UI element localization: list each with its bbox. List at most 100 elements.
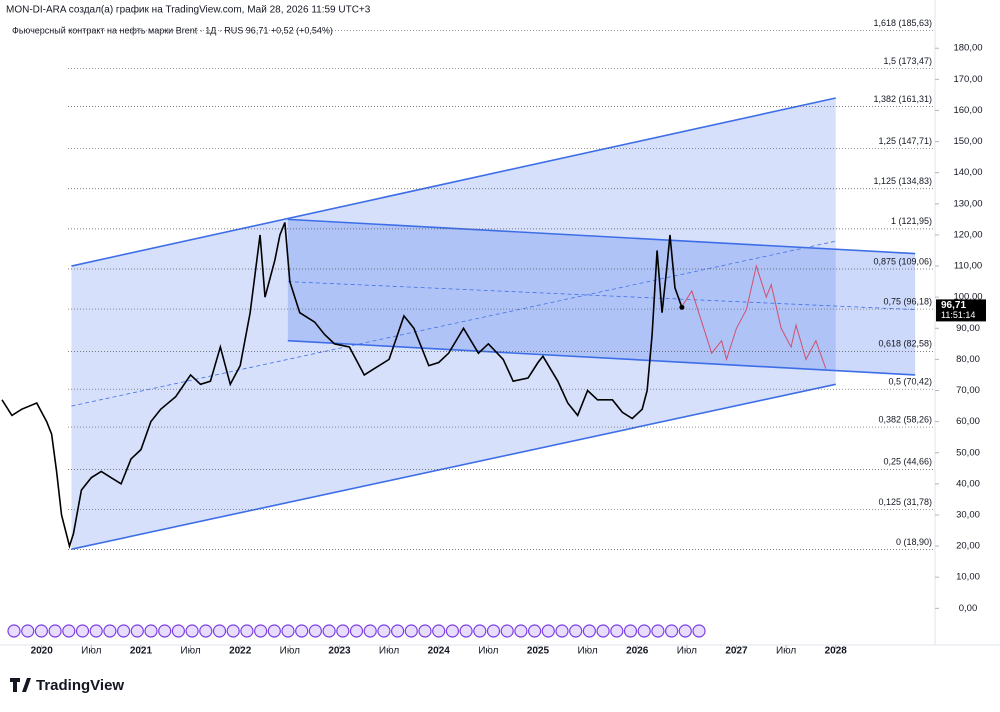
fib-label: 1,5 (173,47)	[883, 56, 932, 66]
channel-fill	[287, 219, 916, 375]
fib-label: 0 (18,90)	[896, 537, 932, 547]
icon	[514, 624, 528, 638]
x-tick-label: Июл	[81, 646, 101, 657]
icon	[171, 624, 185, 638]
channel-lower	[71, 383, 836, 550]
icon	[678, 624, 692, 638]
icon	[418, 624, 432, 638]
fib-label: 0,75 (96,18)	[883, 296, 932, 306]
icon	[62, 624, 76, 638]
icon	[336, 624, 350, 638]
fib-label: 0,25 (44,66)	[883, 457, 932, 467]
icon	[527, 624, 542, 638]
icon	[445, 624, 459, 638]
fib-label: 0,382 (58,26)	[878, 414, 932, 424]
icon	[240, 624, 254, 638]
channel-mid	[71, 240, 836, 407]
x-tick-label: Июл	[577, 646, 597, 657]
icon	[610, 624, 624, 638]
channel-lower	[287, 339, 916, 376]
channel-fill	[71, 98, 836, 550]
icon	[48, 624, 62, 638]
icon	[75, 624, 90, 638]
x-tick-label: Июл	[677, 646, 697, 657]
last-point	[679, 304, 685, 310]
fib-label: 1,382 (161,31)	[873, 94, 932, 104]
y-tick-label: 60,00	[956, 416, 980, 427]
icon	[7, 624, 21, 638]
y-tick-label: 90,00	[956, 323, 980, 334]
icon	[582, 624, 597, 638]
icon	[34, 624, 49, 638]
y-tick-label: 70,00	[956, 385, 980, 396]
icon	[295, 624, 309, 638]
channel-upper	[287, 218, 916, 255]
y-tick-label: 50,00	[956, 447, 980, 458]
icon	[404, 624, 418, 638]
icon	[500, 624, 514, 638]
y-tick-label: 170,00	[953, 74, 982, 85]
fib-label: 0,125 (31,78)	[878, 497, 932, 507]
icon	[116, 624, 131, 638]
y-tick-label: 20,00	[956, 541, 980, 552]
icon	[130, 624, 144, 638]
icon	[267, 624, 281, 638]
y-tick-label: 160,00	[953, 105, 982, 116]
y-tick-label: 130,00	[953, 198, 982, 209]
x-tick-label: Июл	[180, 646, 200, 657]
x-tick-label: Июл	[478, 646, 498, 657]
x-tick-label: Июл	[280, 646, 300, 657]
icon	[363, 624, 377, 638]
fib-label: 1,125 (134,83)	[873, 176, 932, 186]
channel-upper	[71, 97, 836, 267]
logo-text: TradingView	[36, 677, 124, 694]
x-tick-label: 2021	[130, 646, 153, 657]
price-line	[1, 222, 683, 549]
icon	[473, 624, 487, 638]
x-tick-label: 2023	[328, 646, 351, 657]
icon	[254, 624, 268, 638]
x-tick-label: 2025	[527, 646, 550, 657]
x-tick-label: 2022	[229, 646, 252, 657]
icon	[555, 624, 569, 638]
logo: TradingView	[10, 677, 124, 694]
icon	[226, 624, 240, 638]
icon	[569, 624, 583, 638]
icon	[541, 624, 555, 638]
icon	[308, 624, 322, 638]
icon	[199, 624, 213, 638]
price-tag-time: 11:51:14	[941, 310, 975, 320]
x-tick-label: 2028	[825, 646, 848, 657]
y-tick-label: 80,00	[956, 354, 980, 365]
icon	[185, 624, 199, 638]
y-tick-label: 0,00	[959, 603, 978, 614]
icon	[349, 624, 364, 638]
icon	[637, 624, 651, 638]
x-tick-label: Июл	[379, 646, 399, 657]
fib-label: 0,875 (109,06)	[873, 256, 932, 266]
icon	[89, 624, 103, 638]
y-tick-label: 140,00	[953, 167, 982, 178]
price-line	[681, 264, 827, 369]
price-tag	[936, 299, 986, 322]
icon	[623, 624, 638, 638]
fib-label: 1 (121,95)	[891, 216, 932, 226]
x-tick-label: 2024	[428, 646, 451, 657]
x-tick-label: 2026	[626, 646, 649, 657]
icon	[432, 624, 446, 638]
chart-title: Фьючерсный контракт на нефть марки Brent…	[12, 25, 333, 35]
icon	[212, 624, 227, 638]
icon	[377, 624, 391, 638]
icon	[103, 624, 117, 638]
y-tick-label: 100,00	[953, 292, 982, 303]
icon	[144, 624, 158, 638]
fib-label: 1,618 (185,63)	[873, 18, 932, 28]
y-tick-label: 40,00	[956, 478, 980, 489]
x-tick-label: 2020	[31, 646, 54, 657]
fib-label: 0,5 (70,42)	[888, 377, 932, 387]
icon	[596, 624, 610, 638]
icon	[158, 624, 172, 638]
price-tag-label: 96,71	[941, 300, 966, 311]
